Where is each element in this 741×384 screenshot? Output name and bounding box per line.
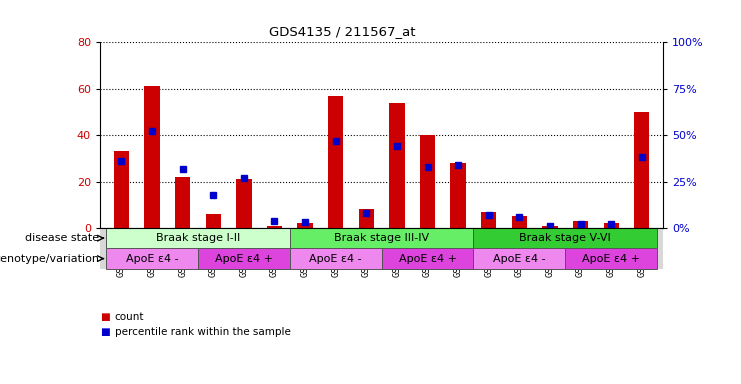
Text: Braak stage III-IV: Braak stage III-IV [334,233,429,243]
Bar [512,216,527,228]
Text: Braak stage I-II: Braak stage I-II [156,233,240,243]
Bar [603,223,619,228]
Bar [473,248,565,269]
Bar [634,112,649,228]
Text: Braak stage V-VI: Braak stage V-VI [519,233,611,243]
Bar [198,248,290,269]
Bar [297,223,313,228]
Bar [481,212,496,228]
Text: percentile rank within the sample: percentile rank within the sample [115,327,290,337]
Text: ■: ■ [100,312,110,322]
Bar [106,248,198,269]
Bar [236,179,251,228]
Text: ■: ■ [100,327,110,337]
Bar [144,86,160,228]
Text: count: count [115,312,144,322]
Bar [382,248,473,269]
Text: ApoE ε4 -: ApoE ε4 - [126,253,179,263]
Text: ApoE ε4 +: ApoE ε4 + [215,253,273,263]
Text: ApoE ε4 +: ApoE ε4 + [399,253,456,263]
Text: ApoE ε4 -: ApoE ε4 - [493,253,545,263]
Text: genotype/variation: genotype/variation [0,253,99,263]
Bar [290,248,382,269]
Text: ApoE ε4 +: ApoE ε4 + [582,253,640,263]
Text: disease state: disease state [25,233,99,243]
Bar [359,209,374,228]
Text: ApoE ε4 -: ApoE ε4 - [310,253,362,263]
Bar [451,163,466,228]
Bar [565,248,657,269]
Bar [114,151,129,228]
Bar [106,228,290,248]
Bar [328,96,343,228]
Bar [290,228,473,248]
Bar [206,214,221,228]
Bar [473,228,657,248]
Bar [175,177,190,228]
Bar [389,103,405,228]
Bar [542,226,558,228]
Bar [267,226,282,228]
Bar [420,135,435,228]
Title: GDS4135 / 211567_at: GDS4135 / 211567_at [269,25,416,38]
Bar [573,221,588,228]
